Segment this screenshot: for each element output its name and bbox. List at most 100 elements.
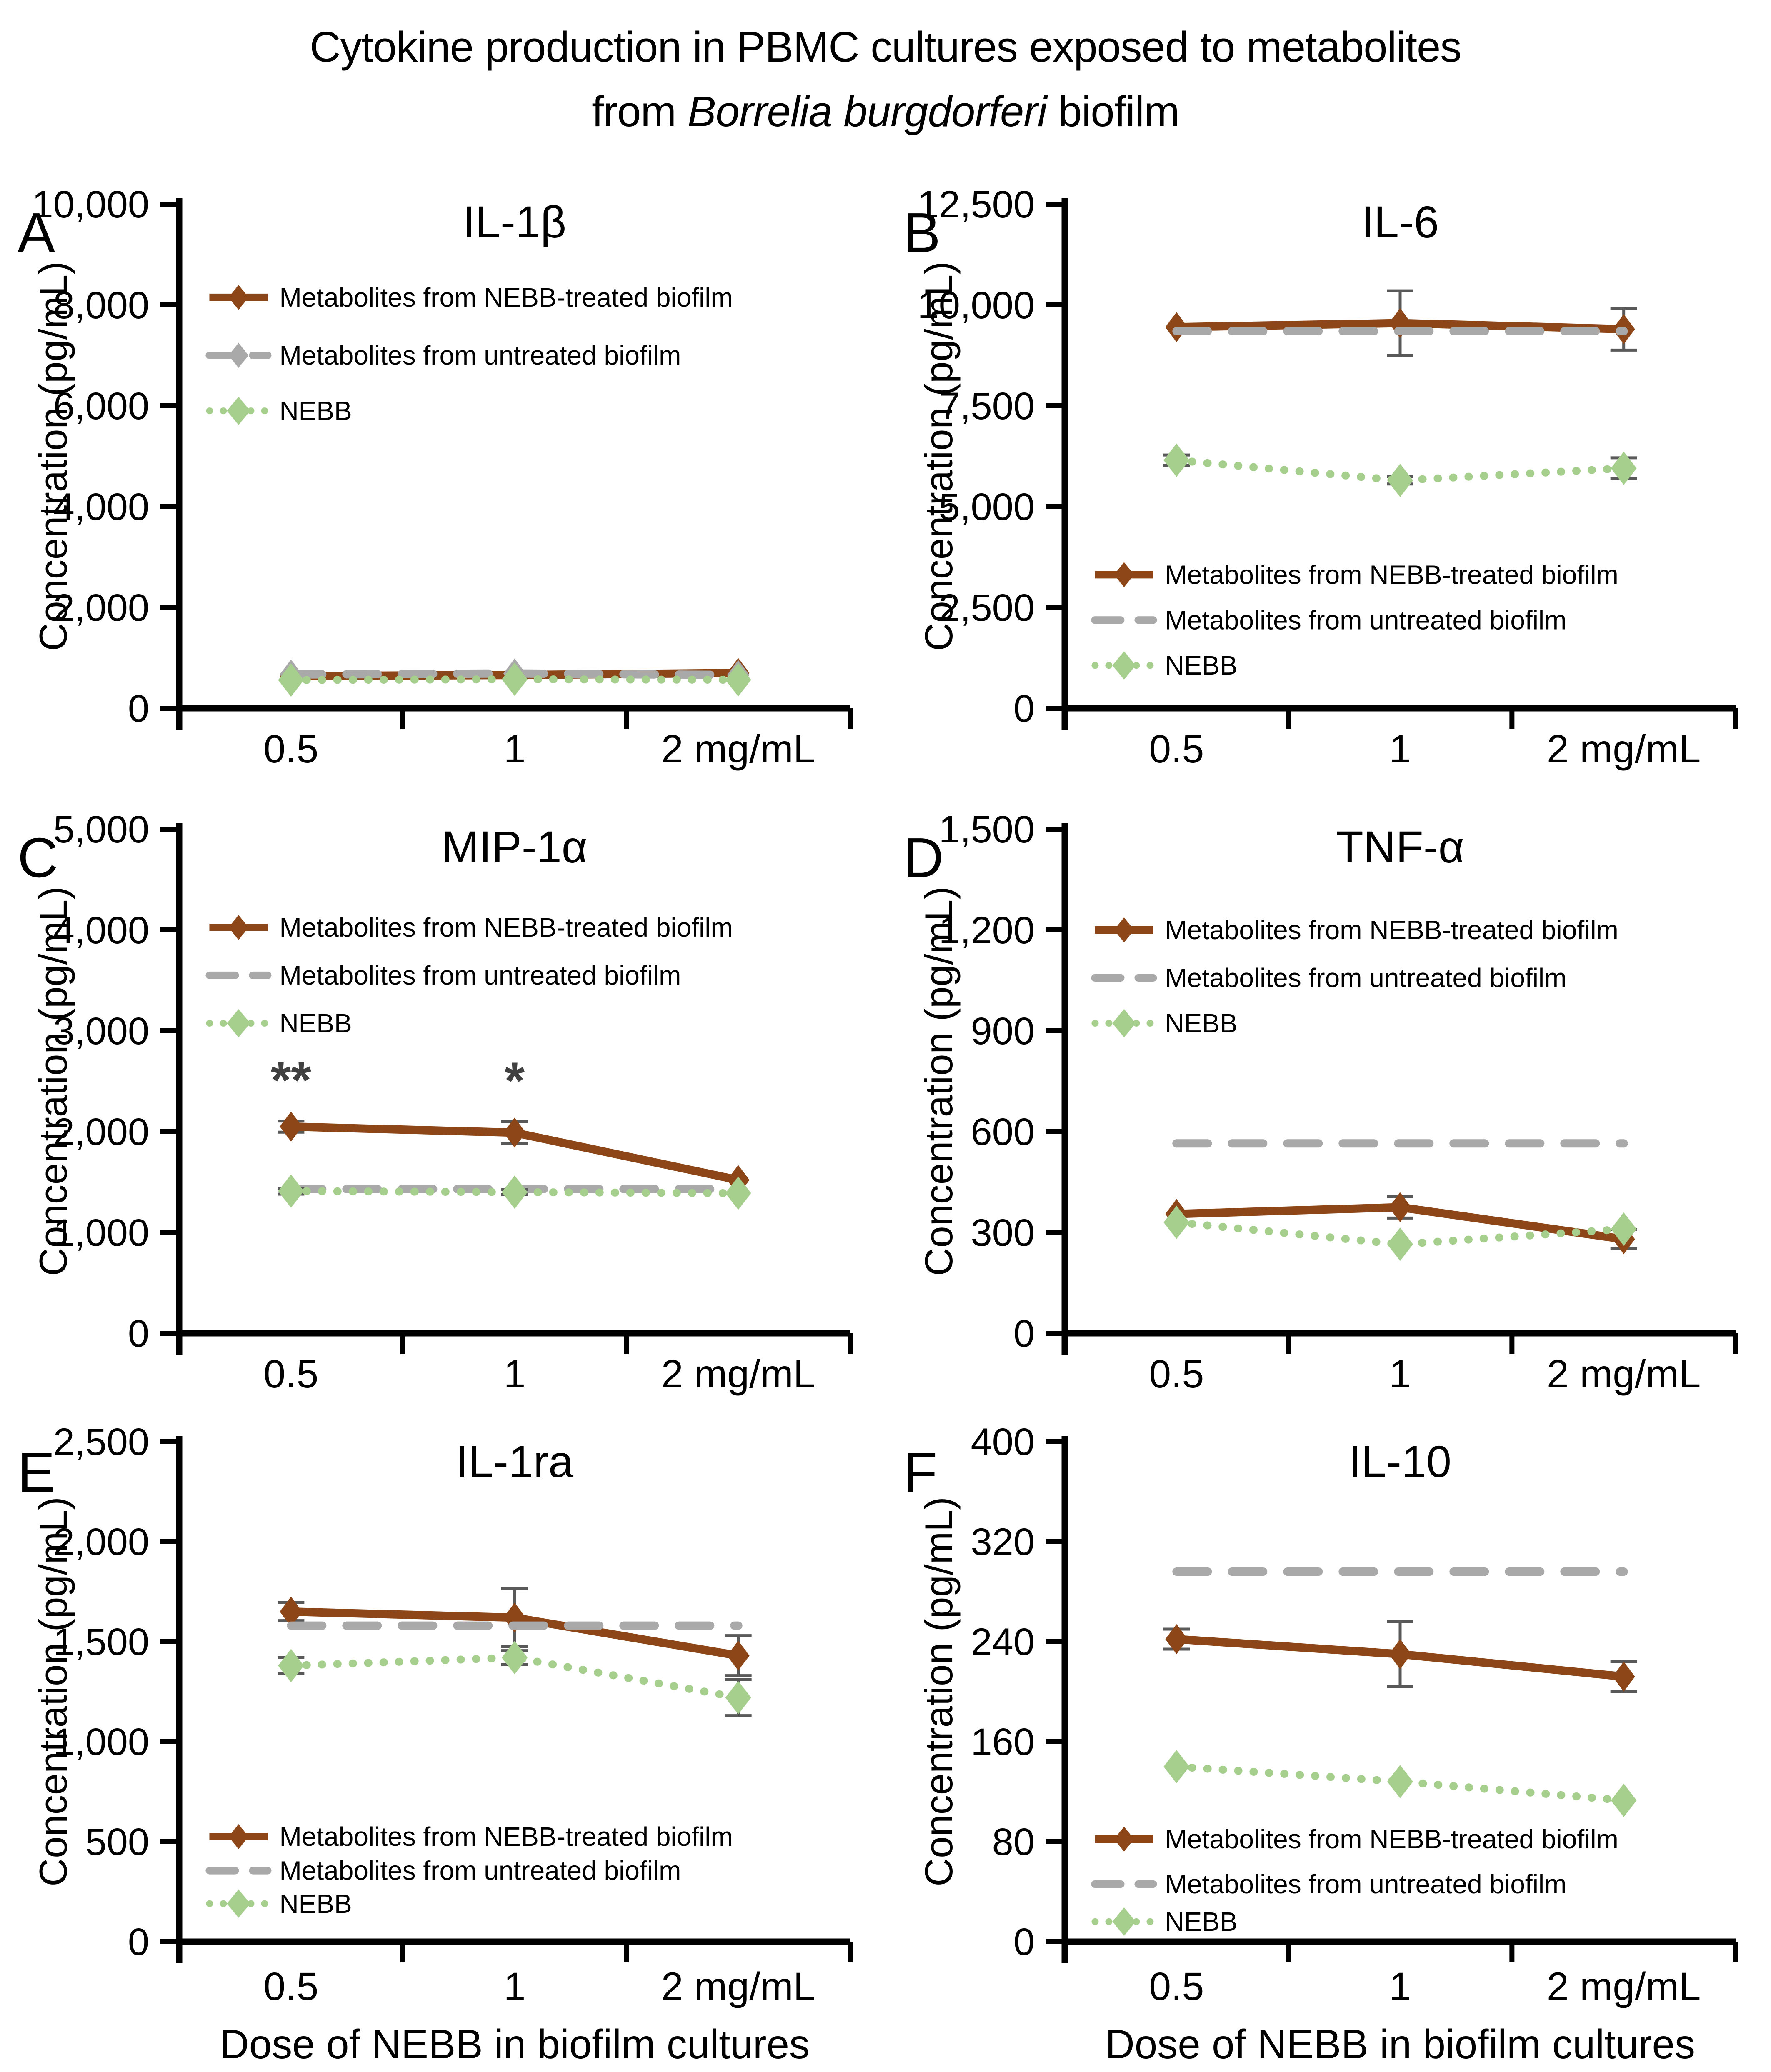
chart-title: IL-1ra [456,1436,574,1487]
legend-marker-untreated [228,343,249,368]
y-tick-label: 0 [128,687,149,730]
series-nebb-line [1172,1218,1628,1248]
panel-D: D TNF-α Concentration (pg/mL) 0 300 600 900 1,2… [886,783,1771,1408]
legend-item-untreated: Metabolites from untreated biofilm [205,340,681,370]
legend-marker-nebb [227,1889,250,1918]
y-axis-title: Concentration (pg/mL) [917,886,961,1276]
panel-letter: E [18,1441,55,1504]
panel-D-chart: D TNF-α Concentration (pg/mL) 0 300 600 900 1,2… [903,808,1738,1396]
legend-marker-treated [228,915,249,940]
y-tick-label: 320 [971,1521,1035,1563]
y-tick-label: 5,000 [53,808,149,851]
x-tick-label: 0.5 [1149,1965,1204,2009]
significance-star: ** [271,1052,312,1110]
panels-grid: A IL-1β Concentration (pg/mL) 0 2,000 4,000 6,… [0,158,1771,2072]
panel-C: C MIP-1α Concentration (pg/mL) 0 1,000 2,000 3… [0,783,886,1408]
chart-title: IL-1β [463,197,566,247]
x-tick-label: 1 [504,1965,526,2009]
legend-item-nebb: NEBB [206,1889,352,1919]
panel-letter: A [18,201,55,264]
y-tick-label: 0 [1013,1921,1035,1963]
panel-B-chart: B IL-6 Concentration (pg/mL) 0 2,500 5,000 7,5… [903,183,1738,771]
panel-letter: F [903,1441,937,1504]
y-tick-label: 0 [128,1312,149,1355]
legend-label-nebb: NEBB [1165,650,1237,680]
series-nebb-marker [1163,1750,1190,1783]
legend-item-untreated: Metabolites from untreated biofilm [205,960,681,990]
series-nebb [278,662,751,697]
x-tick-label: 1 [504,1352,526,1396]
series-nebb [1163,1750,1637,1817]
chart-title: MIP-1α [442,822,588,872]
axes [1046,198,1738,730]
y-tick-label: 300 [971,1212,1035,1254]
legend-label-untreated: Metabolites from untreated biofilm [279,1856,681,1886]
legend: Metabolites from NEBB-treated biofilm Met… [205,912,733,1038]
axes [1046,1436,1738,1963]
figure-title-line2-prefix: from [592,87,688,135]
legend-item-treated: Metabolites from NEBB-treated biofilm [1095,1824,1618,1854]
legend-item-nebb: NEBB [206,396,352,426]
series-nebb [1163,443,1637,497]
legend: Metabolites from NEBB-treated biofilm Met… [1091,1824,1618,1937]
legend-label-untreated: Metabolites from untreated biofilm [279,340,681,370]
panel-C-chart: C MIP-1α Concentration (pg/mL) 0 1,000 2,000 3… [18,808,853,1396]
y-tick-label: 12,500 [918,183,1035,226]
legend: Metabolites from NEBB-treated biofilm Met… [1091,915,1618,1038]
series-treated-marker [280,1597,303,1627]
x-tick-label: 1 [1389,727,1411,771]
series-nebb-marker [1611,1212,1637,1246]
panel-A-chart: A IL-1β Concentration (pg/mL) 0 2,000 4,000 6,… [18,183,853,771]
legend-marker-nebb [1112,1907,1136,1936]
y-axis-title: Concentration (pg/mL) [917,261,961,651]
x-tick-label: 1 [1389,1965,1411,2009]
series-nebb-marker [502,662,528,696]
series-nebb-line [287,1653,743,1702]
x-tick-label: 0.5 [1149,727,1204,771]
y-tick-label: 7,500 [939,385,1035,427]
legend-item-untreated: Metabolites from untreated biofilm [205,1856,681,1886]
chart-title: IL-6 [1361,197,1439,247]
panel-F-chart: F IL-10 Concentration (pg/mL) 0 80 160 240 320 4… [903,1421,1738,2067]
series-nebb-line [287,1187,743,1197]
x-tick-label: 1 [1389,1352,1411,1396]
series-nebb-marker [725,1176,751,1210]
legend-item-untreated: Metabolites from untreated biofilm [1091,963,1566,993]
y-tick-label: 4,000 [53,486,149,528]
series-nebb-marker [1387,1765,1413,1798]
figure-title-species-italic: Borrelia burgdorferi [687,87,1047,135]
y-tick-label: 2,000 [53,587,149,629]
series-nebb [1163,1205,1637,1261]
y-tick-label: 600 [971,1111,1035,1153]
legend-item-treated: Metabolites from NEBB-treated biofilm [209,1822,733,1852]
y-tick-label: 5,000 [939,486,1035,528]
y-tick-label: 1,000 [53,1212,149,1254]
y-tick-label: 0 [1013,1312,1035,1355]
legend-label-treated: Metabolites from NEBB-treated biofilm [1165,1824,1618,1854]
x-tick-label: 1 [504,727,526,771]
legend-label-nebb: NEBB [1165,1907,1237,1937]
legend-item-untreated: Metabolites from untreated biofilm [1091,605,1566,635]
legend-marker-nebb [1112,651,1136,680]
legend-item-nebb: NEBB [1091,650,1238,680]
series-treated-marker [503,1117,526,1148]
y-tick-label: 1,200 [939,909,1035,952]
series-nebb-marker [502,1641,528,1675]
axes [160,823,853,1355]
legend-item-treated: Metabolites from NEBB-treated biofilm [1095,560,1618,590]
panel-E: E IL-1ra Concentration (pg/mL) 0 500 1,000 1,5… [0,1408,886,2072]
series-treated [1163,1620,1637,1693]
series-nebb-marker [1387,464,1413,497]
legend-label-treated: Metabolites from NEBB-treated biofilm [279,912,733,942]
y-tick-label: 1,000 [53,1721,149,1763]
panel-E-chart: E IL-1ra Concentration (pg/mL) 0 500 1,000 1,5… [18,1421,853,2067]
series-nebb-marker [278,1174,304,1208]
y-tick-label: 2,500 [53,1421,149,1463]
y-tick-label: 240 [971,1621,1035,1663]
axes [160,1436,853,1963]
panel-letter: B [903,201,941,264]
y-tick-label: 4,000 [53,909,149,952]
legend-label-treated: Metabolites from NEBB-treated biofilm [1165,915,1618,945]
panels-row-1: A IL-1β Concentration (pg/mL) 0 2,000 4,000 6,… [0,158,1771,783]
axes [1046,823,1738,1355]
